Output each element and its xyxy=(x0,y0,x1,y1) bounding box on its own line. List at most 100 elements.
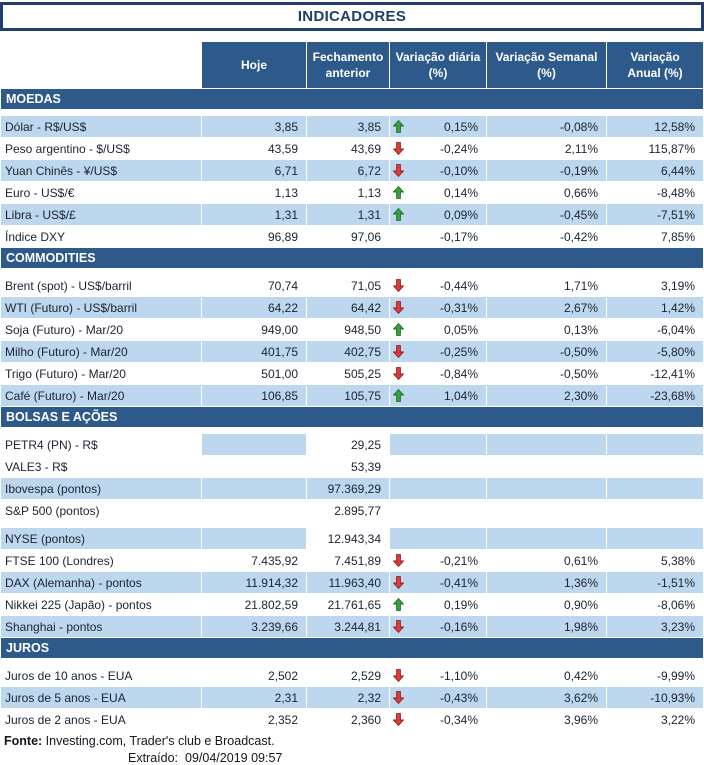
variacao-diaria-value: -0,31% xyxy=(439,300,478,315)
variacao-diaria-cell xyxy=(390,528,486,549)
label-column-header xyxy=(1,42,201,88)
variacao-diaria-cell xyxy=(390,478,486,499)
table-row: Trigo (Futuro) - Mar/20 501,00 505,25 -0,84… xyxy=(1,363,703,384)
hoje-value: 3,85 xyxy=(202,116,306,137)
column-header-row: Hoje Fechamento anterior Variação diária (… xyxy=(1,42,703,88)
fechamento-anterior-value: 11.963,40 xyxy=(307,572,389,593)
row-label: Peso argentino - $/US$ xyxy=(1,138,201,159)
variacao-semanal-value: 0,66% xyxy=(487,182,606,203)
variacao-diaria-value: -0,41% xyxy=(439,575,478,590)
column-header-2: Fechamento anterior xyxy=(307,42,389,88)
fechamento-anterior-value: 64,42 xyxy=(307,297,389,318)
variacao-diaria-value: -0,16% xyxy=(439,619,478,634)
hoje-value: 43,59 xyxy=(202,138,306,159)
variacao-diaria-value: -0,25% xyxy=(439,344,478,359)
row-label: FTSE 100 (Londres) xyxy=(1,550,201,571)
up-arrow-icon xyxy=(393,323,404,336)
hoje-value: 2,502 xyxy=(202,665,306,686)
table-row: Yuan Chinês - ¥/US$ 6,71 6,72 -0,10% -0,19% 6… xyxy=(1,160,703,181)
fechamento-anterior-value: 3,85 xyxy=(307,116,389,137)
fechamento-anterior-value: 21.761,65 xyxy=(307,594,389,615)
row-label: Milho (Futuro) - Mar/20 xyxy=(1,341,201,362)
row-label: Juros de 2 anos - EUA xyxy=(1,709,201,730)
section-header-commodities: COMMODITIES xyxy=(1,248,703,268)
variacao-anual-value: 6,44% xyxy=(607,160,703,181)
variacao-anual-value: -6,04% xyxy=(607,319,703,340)
variacao-anual-value: -1,51% xyxy=(607,572,703,593)
fechamento-anterior-value: 2,360 xyxy=(307,709,389,730)
hoje-value: 96,89 xyxy=(202,226,306,247)
table-row: Índice DXY 96,89 97,06 -0,17% -0,42% 7,85% xyxy=(1,226,703,247)
column-header-3: Variação diária (%) xyxy=(390,42,486,88)
row-label: Nikkei 225 (Japão) - pontos xyxy=(1,594,201,615)
section-row: COMMODITIES xyxy=(1,248,703,268)
spacer-row xyxy=(1,428,703,433)
fechamento-anterior-value: 2,32 xyxy=(307,687,389,708)
variacao-semanal-value: 2,67% xyxy=(487,297,606,318)
table-row: Juros de 10 anos - EUA 2,502 2,529 -1,10% 0,… xyxy=(1,665,703,686)
source-text: Investing.com, Trader's club e Broadcast… xyxy=(45,734,275,748)
hoje-value xyxy=(202,478,306,499)
section-row: MOEDAS xyxy=(1,89,703,109)
up-arrow-icon xyxy=(393,598,404,611)
row-label: S&P 500 (pontos) xyxy=(1,500,201,521)
variacao-semanal-value xyxy=(487,478,606,499)
row-label: DAX (Alemanha) - pontos xyxy=(1,572,201,593)
table-row: DAX (Alemanha) - pontos 11.914,32 11.963,4… xyxy=(1,572,703,593)
up-arrow-icon xyxy=(393,120,404,133)
table-row: Nikkei 225 (Japão) - pontos 21.802,59 21.7… xyxy=(1,594,703,615)
hoje-value: 106,85 xyxy=(202,385,306,406)
variacao-anual-value: -5,80% xyxy=(607,341,703,362)
variacao-anual-value xyxy=(607,528,703,549)
variacao-semanal-value: -0,50% xyxy=(487,341,606,362)
variacao-diaria-cell xyxy=(390,500,486,521)
variacao-semanal-value: 0,42% xyxy=(487,665,606,686)
fechamento-anterior-value: 105,75 xyxy=(307,385,389,406)
spacer-row xyxy=(1,522,703,527)
variacao-diaria-cell: -0,25% xyxy=(390,341,486,362)
column-header-5: Variação Anual (%) xyxy=(607,42,703,88)
row-label: PETR4 (PN) - R$ xyxy=(1,434,201,455)
spacer-row xyxy=(1,659,703,664)
hoje-value xyxy=(202,456,306,477)
row-label: Ibovespa (pontos) xyxy=(1,478,201,499)
variacao-semanal-value: -0,50% xyxy=(487,363,606,384)
down-arrow-icon xyxy=(393,164,404,177)
fechamento-anterior-value: 402,75 xyxy=(307,341,389,362)
source-line: Fonte: Investing.com, Trader's club e Br… xyxy=(0,734,704,748)
row-label: Juros de 5 anos - EUA xyxy=(1,687,201,708)
variacao-diaria-value: 0,09% xyxy=(443,207,478,222)
variacao-semanal-value: 2,30% xyxy=(487,385,606,406)
hoje-value: 3.239,66 xyxy=(202,616,306,637)
table-row: Soja (Futuro) - Mar/20 949,00 948,50 0,05% 0… xyxy=(1,319,703,340)
table-row: VALE3 - R$ 53,39 xyxy=(1,456,703,477)
variacao-diaria-cell: -0,41% xyxy=(390,572,486,593)
variacao-diaria-value: 0,15% xyxy=(443,119,478,134)
fechamento-anterior-value: 29,25 xyxy=(307,434,389,455)
table-row: FTSE 100 (Londres) 7.435,92 7.451,89 -0,21%… xyxy=(1,550,703,571)
hoje-value xyxy=(202,500,306,521)
row-label: Brent (spot) - US$/barril xyxy=(1,275,201,296)
variacao-diaria-value: 0,14% xyxy=(443,185,478,200)
table-row: Milho (Futuro) - Mar/20 401,75 402,75 -0,25… xyxy=(1,341,703,362)
variacao-anual-value: -10,93% xyxy=(607,687,703,708)
variacao-semanal-value: -0,19% xyxy=(487,160,606,181)
up-arrow-icon xyxy=(393,208,404,221)
variacao-semanal-value: 1,36% xyxy=(487,572,606,593)
variacao-anual-value: 3,23% xyxy=(607,616,703,637)
hoje-value: 64,22 xyxy=(202,297,306,318)
extracted-label: Extraído: xyxy=(128,751,179,765)
variacao-anual-value: 3,19% xyxy=(607,275,703,296)
variacao-diaria-cell xyxy=(390,456,486,477)
variacao-diaria-cell: 0,09% xyxy=(390,204,486,225)
variacao-anual-value: 7,85% xyxy=(607,226,703,247)
table-row: Juros de 2 anos - EUA 2,352 2,360 -0,34% 3,9… xyxy=(1,709,703,730)
table-row: S&P 500 (pontos) 2.895,77 xyxy=(1,500,703,521)
hoje-value: 949,00 xyxy=(202,319,306,340)
variacao-diaria-cell: -0,44% xyxy=(390,275,486,296)
hoje-value: 21.802,59 xyxy=(202,594,306,615)
variacao-semanal-value: 0,13% xyxy=(487,319,606,340)
variacao-diaria-value: 0,19% xyxy=(443,597,478,612)
variacao-semanal-value: 1,98% xyxy=(487,616,606,637)
footer: Fonte: Investing.com, Trader's club e Br… xyxy=(0,734,704,765)
